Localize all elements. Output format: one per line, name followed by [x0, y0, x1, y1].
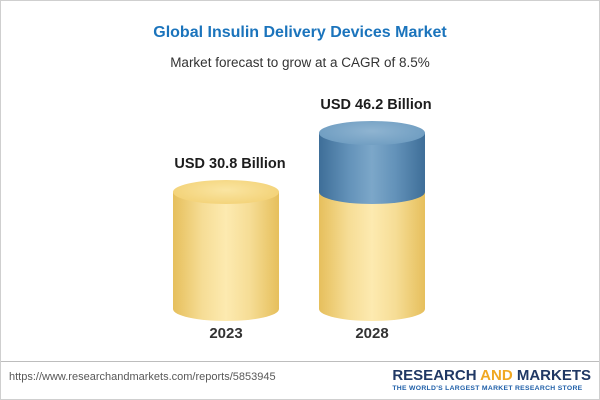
report-url-link[interactable]: https://www.researchandmarkets.com/repor…	[9, 371, 276, 383]
logo-word-and: AND	[480, 367, 513, 384]
logo-word-research: RESEARCH	[392, 367, 477, 384]
cylinder-2023-body	[173, 191, 279, 309]
cylinder-2028-base-segment	[319, 191, 425, 309]
logo-tagline: THE WORLD'S LARGEST MARKET RESEARCH STOR…	[392, 385, 583, 393]
category-label-2023: 2023	[209, 325, 243, 342]
value-label-2028: USD 46.2 Billion	[320, 97, 432, 114]
logo-wordmark: RESEARCH AND MARKETS	[392, 367, 591, 384]
cylinder-2023-top-ellipse	[173, 179, 279, 204]
value-label-2023: USD 30.8 Billion	[174, 155, 286, 172]
chart-title: Global Insulin Delivery Devices Market	[153, 24, 447, 41]
logo-word-markets: MARKETS	[516, 367, 591, 384]
cylinder-2028-top-ellipse	[319, 121, 425, 146]
research-and-markets-logo: RESEARCH AND MARKETS THE WORLD'S LARGEST…	[392, 367, 591, 392]
footer-divider	[1, 361, 599, 362]
chart-subtitle: Market forecast to grow at a CAGR of 8.5…	[170, 55, 430, 70]
category-label-2028: 2028	[355, 325, 389, 342]
